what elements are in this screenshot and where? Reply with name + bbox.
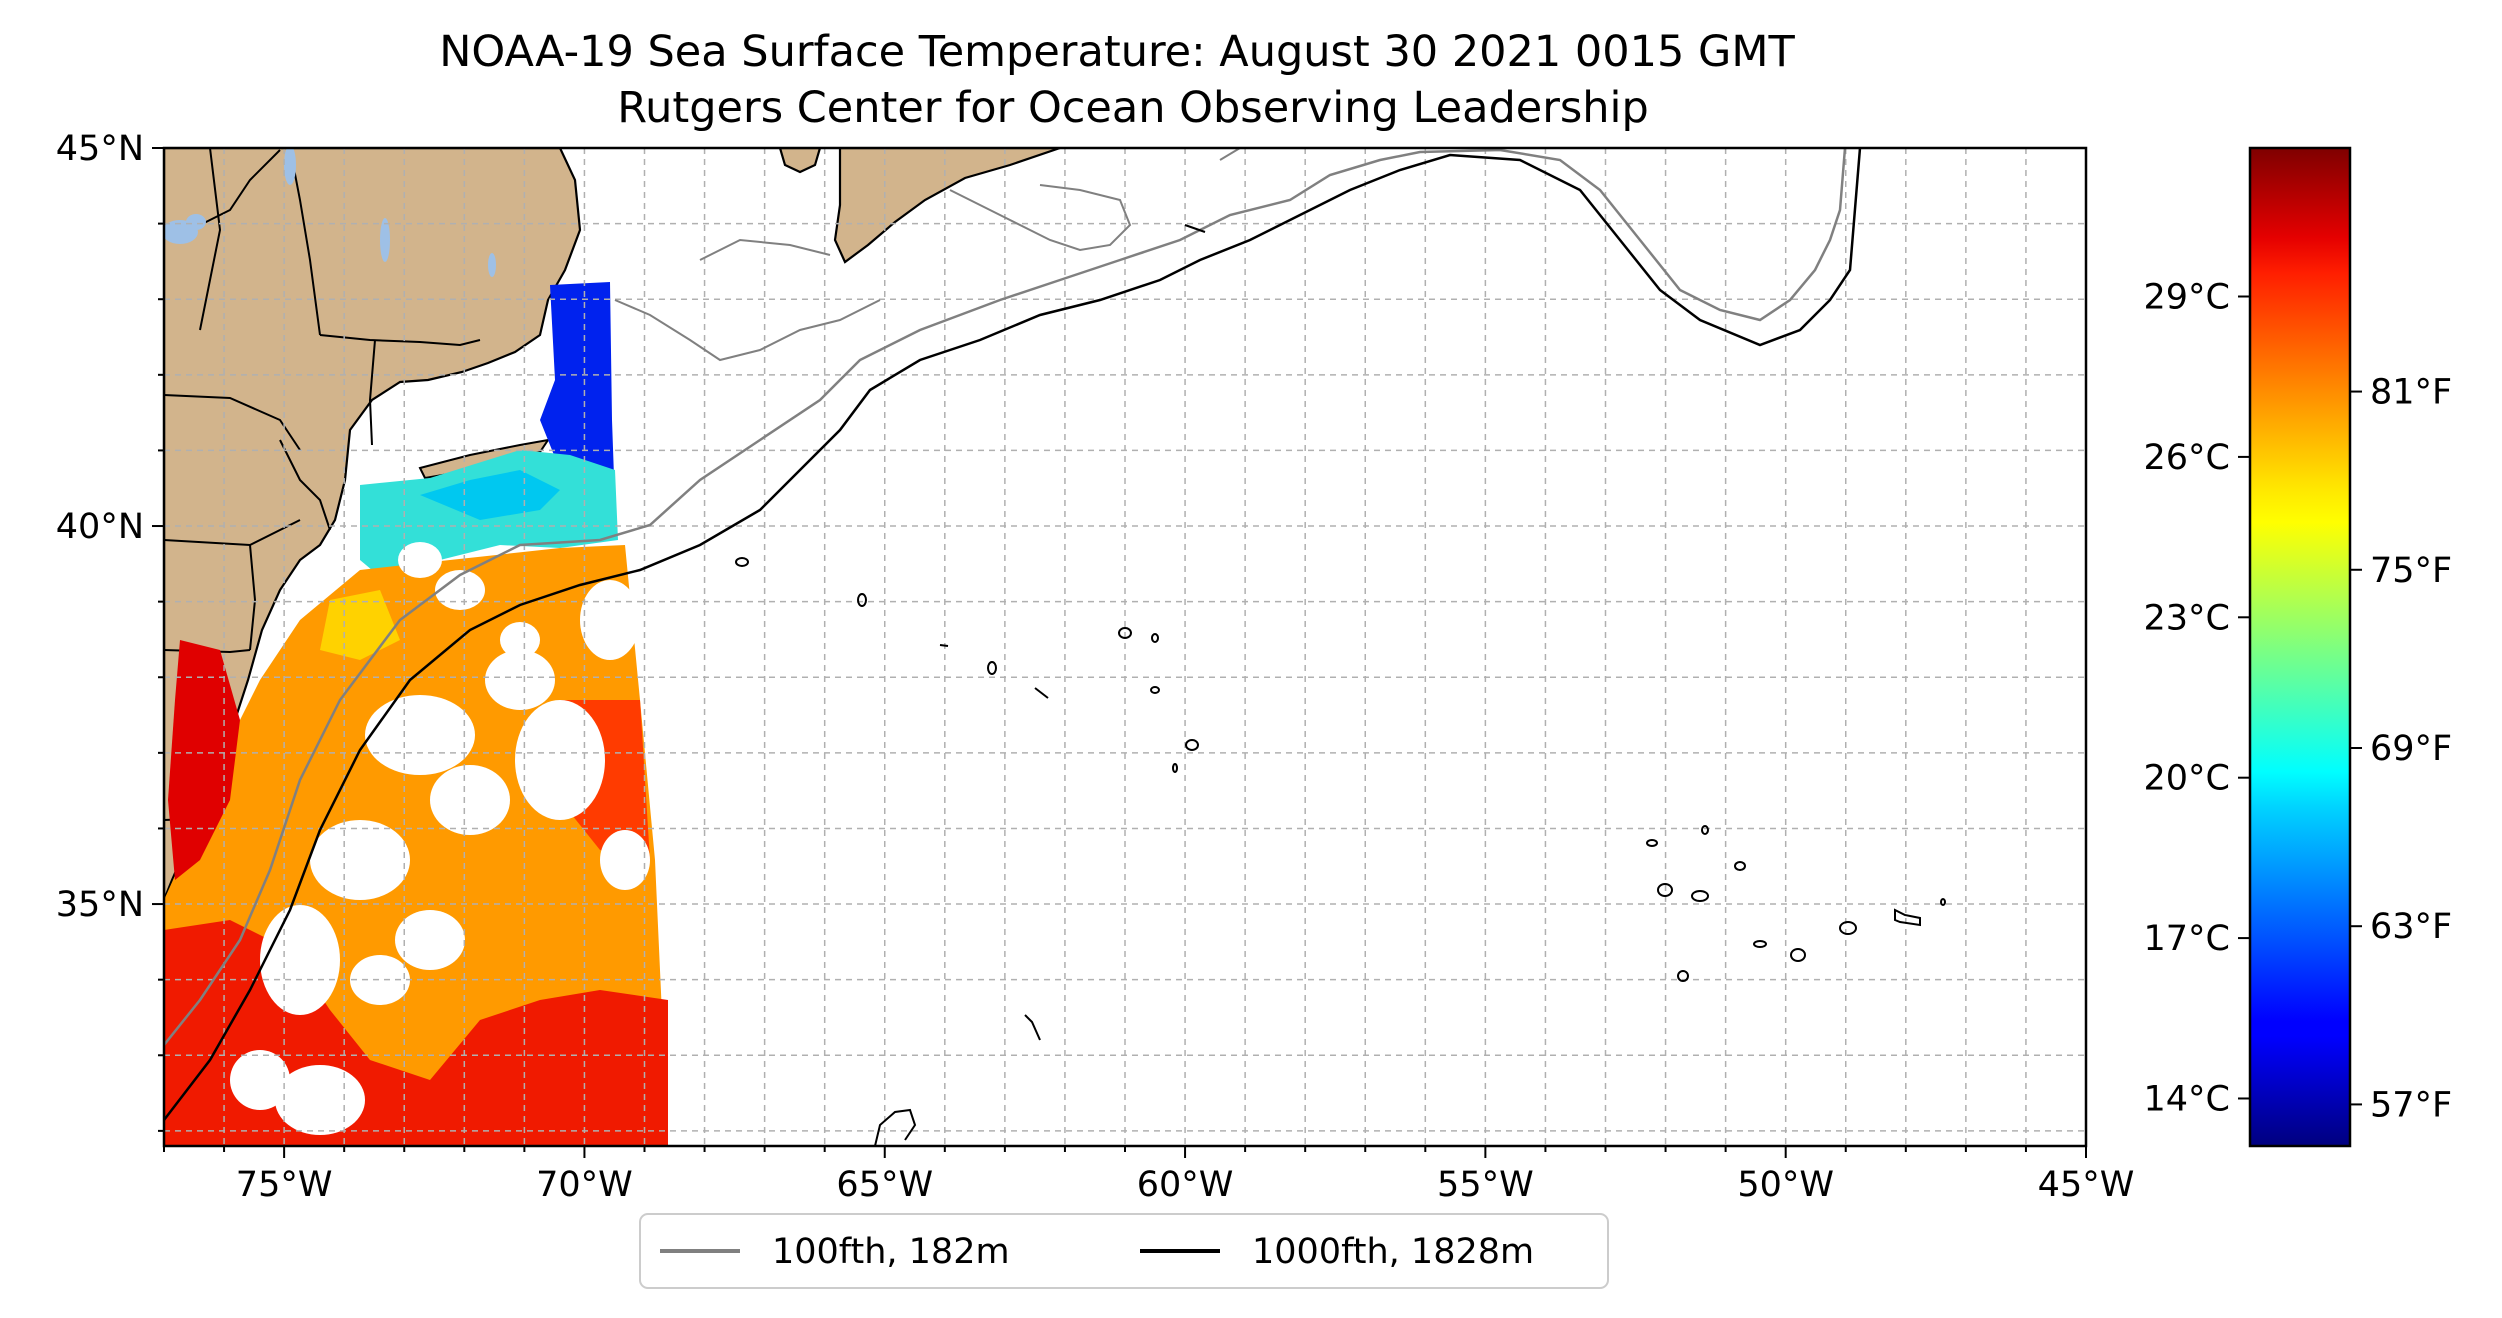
x-tick-label: 65°W — [836, 1165, 933, 1205]
cbar-fahrenheit-label: 75°F — [2370, 551, 2452, 591]
cbar-celsius-label: 29°C — [2144, 278, 2230, 318]
title-line-1: NOAA-19 Sea Surface Temperature: August … — [439, 27, 1795, 77]
x-tick-label: 75°W — [236, 1165, 333, 1205]
cbar-fahrenheit-label: 81°F — [2370, 373, 2452, 413]
lakes — [164, 148, 496, 277]
land-nova-scotia-2 — [778, 148, 822, 174]
cbar-celsius-label: 20°C — [2144, 759, 2230, 799]
title-line-2: Rutgers Center for Ocean Observing Leade… — [617, 83, 1649, 133]
contour-1000fth — [164, 148, 1862, 1121]
cbar-celsius-label: 26°C — [2144, 438, 2230, 478]
legend-label-100fth: 100fth, 182m — [772, 1232, 1010, 1272]
colorbar-fahrenheit-ticks: 81°F 75°F 69°F 63°F 57°F — [2350, 373, 2452, 1125]
state-borders — [164, 148, 481, 821]
colorbar: 29°C 26°C 23°C 20°C 17°C 14°C 81°F 75°F 69°F 63°… — [2144, 146, 2452, 1148]
seamounts — [735, 224, 1946, 1146]
legend-label-1000fth: 1000fth, 1828m — [1252, 1232, 1534, 1272]
x-axis: 75°W 70°W 65°W 60°W 55°W 50°W 45°W — [163, 1146, 2135, 1205]
cbar-fahrenheit-label: 69°F — [2370, 729, 2452, 769]
cbar-fahrenheit-label: 63°F — [2370, 907, 2452, 947]
x-tick-label: 60°W — [1137, 1165, 1234, 1205]
y-tick-label: 35°N — [56, 885, 144, 925]
y-tick-label: 45°N — [56, 129, 144, 169]
sst-estuary — [168, 640, 240, 880]
legend: 100fth, 182m 1000fth, 1828m — [639, 1213, 1609, 1289]
x-tick-label: 50°W — [1737, 1165, 1834, 1205]
map-panel — [164, 148, 2086, 1146]
grid — [164, 148, 2086, 1146]
cbar-celsius-label: 23°C — [2144, 598, 2230, 638]
cbar-celsius-label: 17°C — [2144, 919, 2230, 959]
coast-detail — [614, 148, 1241, 362]
sst-cold-gom — [540, 282, 615, 505]
y-tick-label: 40°N — [56, 507, 144, 547]
contour-100fth — [164, 148, 1847, 1046]
land-nova-scotia — [833, 148, 1061, 264]
x-tick-label: 55°W — [1437, 1165, 1534, 1205]
x-tick-label: 70°W — [536, 1165, 633, 1205]
y-axis: 45°N 40°N 35°N — [56, 129, 164, 1132]
colorbar-celsius-ticks: 29°C 26°C 23°C 20°C 17°C 14°C — [2144, 278, 2250, 1119]
x-tick-label: 45°W — [2038, 1165, 2135, 1205]
sst-yellow-patch — [320, 590, 400, 660]
colorbar-gradient — [2248, 146, 2352, 1148]
cbar-fahrenheit-label: 57°F — [2370, 1085, 2452, 1125]
legend-box — [639, 1213, 1609, 1289]
cbar-celsius-label: 14°C — [2144, 1079, 2230, 1119]
